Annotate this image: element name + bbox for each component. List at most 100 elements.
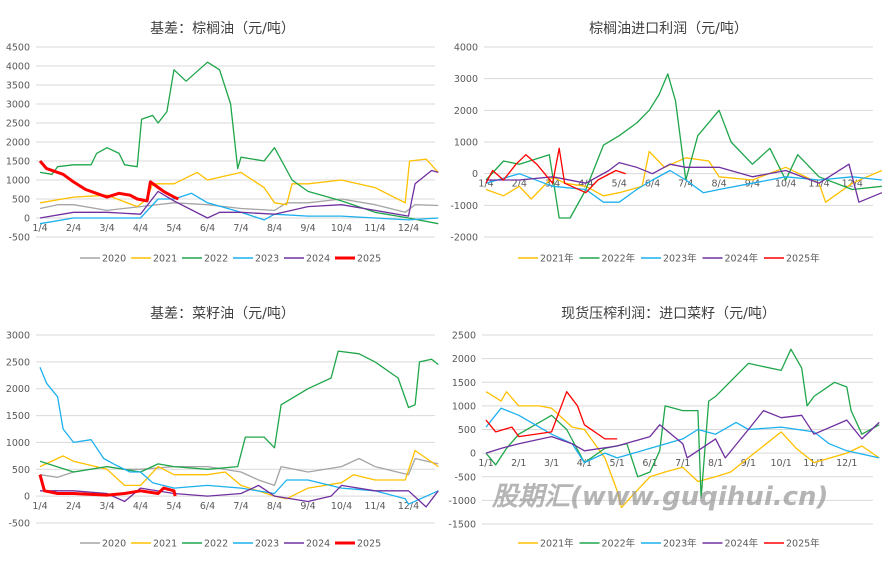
chart-title-rapeseed-crush-profit: 现货压榨利润：进口菜籽（元/吨） <box>561 306 776 322</box>
legend-label: 2022年 <box>602 253 636 265</box>
y-tick-label: 2500 <box>6 119 30 130</box>
y-tick-label: 4500 <box>6 43 30 54</box>
series-line-2024 <box>485 409 880 459</box>
y-tick-label: 2500 <box>452 331 476 342</box>
x-tick-label: 1/4 <box>478 179 493 190</box>
x-tick-label: 4/4 <box>133 223 148 234</box>
x-tick-label: 2/1 <box>511 458 526 469</box>
x-tick-label: 1/1 <box>478 458 493 469</box>
y-tick-label: 0 <box>470 449 476 460</box>
x-tick-label: 3/4 <box>545 179 560 190</box>
legend-label: 2021年 <box>540 253 574 265</box>
series-line-2022 <box>39 350 439 473</box>
legend-label: 2023 <box>255 254 279 265</box>
x-tick-label: 9/4 <box>300 223 315 234</box>
legend-label: 2025 <box>357 539 381 550</box>
series-line-2021 <box>39 449 439 500</box>
y-tick-label: 500 <box>458 425 476 436</box>
y-tick-label: 0 <box>472 169 478 180</box>
legend-label: 2023 <box>255 539 279 550</box>
y-tick-label: 1500 <box>452 378 476 389</box>
y-tick-label: 1500 <box>6 157 30 168</box>
series-line-2023 <box>485 407 880 464</box>
y-tick-label: 4000 <box>6 62 30 73</box>
y-tick-label: 1000 <box>6 438 30 449</box>
legend-label: 2023年 <box>663 538 697 550</box>
legend-label: 2024年 <box>725 253 759 265</box>
y-tick-label: 1000 <box>454 138 478 149</box>
x-tick-label: 11/4 <box>364 223 385 234</box>
x-tick-label: 11/4 <box>364 501 385 512</box>
legend-label: 2024 <box>306 254 330 265</box>
x-tick-label: 5/4 <box>612 179 627 190</box>
x-tick-label: 2/4 <box>66 501 81 512</box>
x-tick-label: 4/4 <box>578 179 593 190</box>
series-line-2025 <box>38 474 177 497</box>
x-tick-label: 3/4 <box>99 223 114 234</box>
legend-label: 2022 <box>204 539 228 550</box>
chart-title-palm-basis: 基差：棕榈油（元/吨） <box>150 21 295 37</box>
x-tick-label: 7/4 <box>678 179 693 190</box>
x-tick-label: 11/1 <box>803 458 824 469</box>
y-tick-label: 3000 <box>6 331 30 342</box>
y-tick-label: 0 <box>24 214 30 225</box>
x-tick-label: 6/4 <box>645 179 660 190</box>
legend-label: 2020 <box>102 539 126 550</box>
x-tick-label: 1/4 <box>32 501 47 512</box>
series-line-2023 <box>39 192 439 225</box>
x-tick-label: 5/4 <box>166 501 181 512</box>
x-tick-label: 9/1 <box>741 458 756 469</box>
legend-label: 2025年 <box>786 538 820 550</box>
y-tick-label: 2000 <box>6 138 30 149</box>
y-tick-label: 3000 <box>6 100 30 111</box>
legend-label: 2020 <box>102 254 126 265</box>
x-tick-label: 8/4 <box>711 179 726 190</box>
y-tick-label: -1000 <box>450 201 478 212</box>
legend-label: 2021 <box>153 254 177 265</box>
series-line-2022 <box>485 73 882 219</box>
legend-label: 2021 <box>153 539 177 550</box>
x-tick-label: 7/4 <box>233 223 248 234</box>
y-tick-label: -500 <box>8 233 30 244</box>
y-tick-label: -1000 <box>448 496 476 507</box>
y-tick-label: 1000 <box>452 401 476 412</box>
x-tick-label: 12/1 <box>836 458 857 469</box>
legend-label: 2022年 <box>602 538 636 550</box>
chart-title-palm-import-profit: 棕榈油进口利润（元/吨） <box>589 21 748 37</box>
x-tick-label: 3/1 <box>544 458 559 469</box>
y-tick-label: 2000 <box>454 106 478 117</box>
x-tick-label: 6/4 <box>200 501 215 512</box>
watermark: 股期汇(www.guqihui.cn) <box>492 482 829 512</box>
series-line-2025 <box>38 160 179 203</box>
y-tick-label: -1500 <box>448 520 476 531</box>
series-line-2023 <box>39 366 439 505</box>
y-tick-label: -2000 <box>450 233 478 244</box>
y-tick-label: -500 <box>8 519 30 530</box>
y-tick-label: 2000 <box>6 384 30 395</box>
series-line-2022 <box>485 348 880 499</box>
x-tick-label: 10/4 <box>775 179 796 190</box>
x-tick-label: 6/1 <box>642 458 657 469</box>
x-tick-label: 5/4 <box>166 223 181 234</box>
series-line-2024 <box>40 484 439 508</box>
y-tick-label: 500 <box>12 465 30 476</box>
series-line-2021 <box>485 391 880 509</box>
x-tick-label: 4/1 <box>577 458 592 469</box>
series-line-2025 <box>485 391 618 440</box>
x-tick-label: 7/4 <box>233 501 248 512</box>
x-tick-label: 5/1 <box>610 458 625 469</box>
y-tick-label: 3000 <box>454 74 478 85</box>
x-tick-label: 6/4 <box>200 223 215 234</box>
y-tick-label: 1000 <box>6 176 30 187</box>
x-tick-label: 8/1 <box>708 458 723 469</box>
x-tick-label: 2/4 <box>512 179 527 190</box>
legend-label: 2025年 <box>786 253 820 265</box>
series-line-2022 <box>39 61 439 225</box>
series-line-2024 <box>486 161 883 203</box>
y-tick-label: 3500 <box>6 81 30 92</box>
x-tick-label: 3/4 <box>99 501 114 512</box>
x-tick-label: 10/4 <box>331 501 352 512</box>
y-tick-label: 2000 <box>452 354 476 365</box>
x-tick-label: 8/4 <box>267 223 282 234</box>
